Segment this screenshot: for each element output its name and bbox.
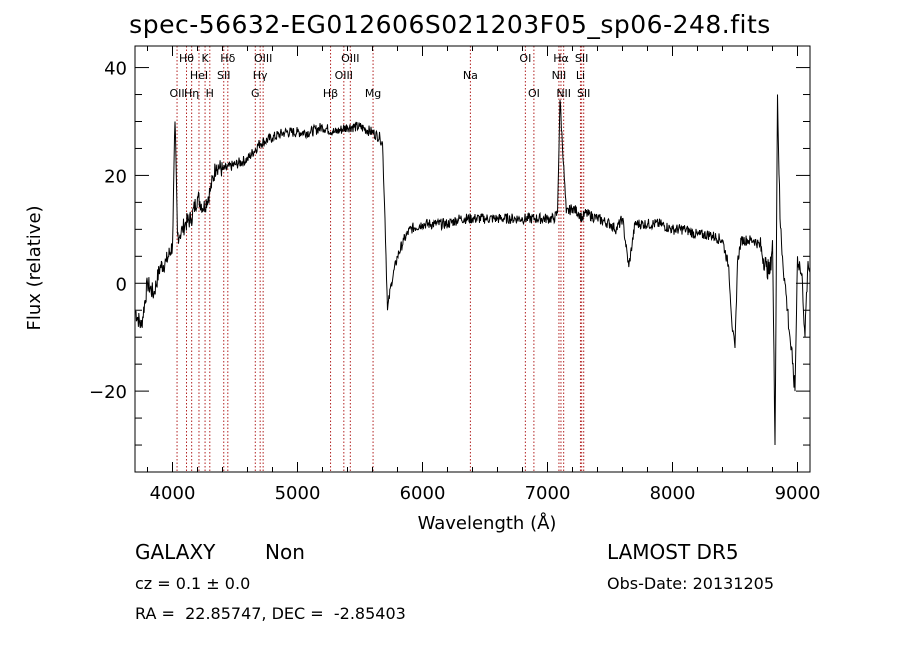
- survey-label: LAMOST DR5: [607, 540, 739, 564]
- line-marker-label: G: [251, 87, 260, 100]
- line-marker-label: SII: [217, 69, 230, 82]
- line-marker-label: Hη: [184, 87, 199, 100]
- x-axis-ticks: 4000 5000 6000 7000 8000 9000: [147, 46, 821, 504]
- line-marker-label: Na: [463, 69, 478, 82]
- spectrum-line: [134, 94, 811, 446]
- line-marker-label: OIII: [254, 52, 272, 65]
- x-axis-label: Wavelength (Å): [418, 512, 557, 534]
- x-tick-label: 7000: [525, 483, 571, 504]
- line-marker-group: [176, 46, 585, 472]
- x-tick-label: 6000: [400, 483, 446, 504]
- line-marker-label: NII: [556, 87, 571, 100]
- line-marker-label: OI: [519, 52, 531, 65]
- line-marker-label: OII: [169, 87, 184, 100]
- line-marker-label: Hβ: [323, 87, 338, 100]
- y-tick-label: 0: [116, 274, 127, 295]
- line-marker-label: Mg: [365, 87, 381, 100]
- y-tick-label: −20: [89, 382, 127, 403]
- y-axis-ticks: −20 0 20 40: [89, 59, 810, 473]
- line-marker-label: SII: [575, 52, 588, 65]
- y-axis-label: Flux (relative): [24, 205, 45, 330]
- line-marker-label: OI: [528, 87, 540, 100]
- line-marker-label: Hγ: [253, 69, 268, 82]
- line-marker-label: OIII: [341, 52, 359, 65]
- line-marker-label-group: OII Hθ Hη HeI K H Hδ SII G OIII Hγ Hβ OIII OIII Mg Na OI…: [169, 52, 590, 100]
- obs-date-text: Obs-Date: 20131205: [607, 574, 775, 593]
- line-marker-label: Hα: [553, 52, 569, 65]
- line-marker-label: SII: [577, 87, 590, 100]
- class-label: GALAXY: [135, 540, 216, 564]
- line-marker-label: Li: [576, 69, 585, 82]
- y-tick-label: 20: [104, 166, 127, 187]
- x-tick-label: 5000: [275, 483, 321, 504]
- line-marker-label: HeI: [190, 69, 208, 82]
- line-marker-label: NII: [552, 69, 567, 82]
- plot-frame: [134, 45, 811, 473]
- chart-title: spec-56632-EG012606S021203F05_sp06-248.f…: [129, 10, 771, 39]
- line-marker-label: Hδ: [220, 52, 235, 65]
- x-tick-label: 9000: [775, 483, 821, 504]
- line-marker-label: OIII: [335, 69, 353, 82]
- x-tick-label: 8000: [650, 483, 696, 504]
- subclass-label: Non: [265, 540, 305, 564]
- line-marker-label: K: [201, 52, 209, 65]
- redshift-text: cz = 0.1 ± 0.0: [135, 574, 251, 593]
- radec-text: RA = 22.85747, DEC = -2.85403: [135, 604, 406, 623]
- line-marker-label: Hθ: [179, 52, 194, 65]
- line-marker-label: H: [206, 87, 214, 100]
- y-tick-label: 40: [104, 59, 127, 80]
- x-tick-label: 4000: [150, 483, 196, 504]
